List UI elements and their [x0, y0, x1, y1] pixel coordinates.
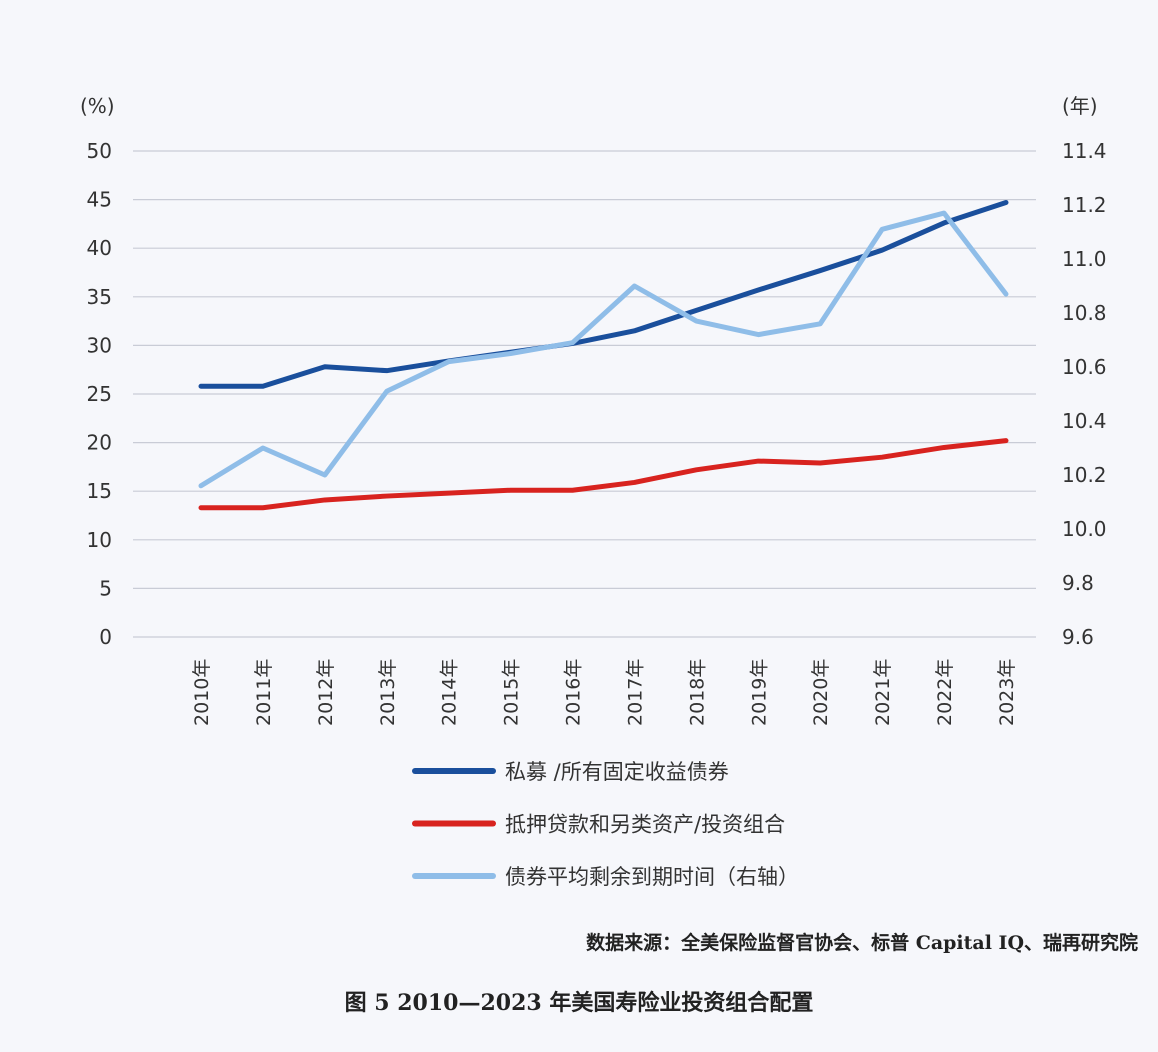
x-tick-label: 2011年	[253, 659, 275, 726]
right-tick-label: 10.0	[1062, 517, 1107, 541]
left-tick-label: 25	[87, 382, 112, 406]
right-tick-label: 11.4	[1062, 139, 1107, 163]
left-tick-label: 5	[99, 576, 112, 600]
x-tick-label: 2010年	[191, 659, 213, 726]
x-tick-label: 2022年	[934, 659, 956, 726]
x-tick-label: 2020年	[810, 659, 832, 726]
x-tick-label: 2012年	[315, 659, 337, 726]
x-tick-label: 2018年	[686, 659, 708, 726]
left-tick-label: 0	[99, 625, 112, 649]
left-tick-label: 20	[87, 431, 112, 455]
left-tick-label: 30	[87, 333, 112, 357]
x-tick-label: 2023年	[996, 659, 1018, 726]
right-tick-label: 9.6	[1062, 625, 1094, 649]
x-tick-label: 2015年	[501, 659, 523, 726]
left-tick-label: 50	[87, 139, 112, 163]
right-tick-label: 9.8	[1062, 571, 1094, 595]
left-tick-label: 40	[87, 236, 112, 260]
series-line-0	[198, 200, 1009, 389]
source-note: 数据来源：全美保险监督官协会、标普 Capital IQ、瑞再研究院	[586, 932, 1138, 954]
x-tick-label: 2019年	[748, 659, 770, 726]
figure-caption: 图 5 2010—2023 年美国寿险业投资组合配置	[344, 990, 814, 1016]
x-tick-label: 2014年	[439, 659, 461, 726]
x-tick-label: 2016年	[563, 659, 585, 726]
right-tick-label: 10.4	[1062, 409, 1107, 433]
line-chart: 0 5 10 15 20 25 30 35 40 45 50 9.6 9.8 10.0 10.2 10.4 10…	[80, 94, 1107, 889]
right-tick-label: 10.2	[1062, 463, 1107, 487]
right-tick-label: 10.8	[1062, 301, 1107, 325]
right-axis-unit: (年)	[1062, 94, 1098, 118]
right-tick-label: 11.0	[1062, 247, 1107, 271]
series-line-2	[198, 210, 1009, 489]
legend-label: 债券平均剩余到期时间（右轴）	[505, 865, 799, 889]
left-tick-label: 10	[87, 528, 112, 552]
series-line-1	[198, 438, 1009, 511]
legend-label: 私募 /所有固定收益债券	[505, 760, 729, 784]
left-tick-label: 35	[87, 285, 112, 309]
left-tick-label: 15	[87, 479, 112, 503]
left-axis-unit: (%)	[80, 94, 115, 118]
right-tick-label: 11.2	[1062, 193, 1107, 217]
x-tick-label: 2013年	[377, 659, 399, 726]
legend-label: 抵押贷款和另类资产/投资组合	[505, 813, 785, 837]
right-tick-label: 10.6	[1062, 355, 1107, 379]
x-tick-label: 2021年	[872, 659, 894, 726]
left-tick-label: 45	[87, 188, 112, 212]
x-tick-label: 2017年	[624, 659, 646, 726]
